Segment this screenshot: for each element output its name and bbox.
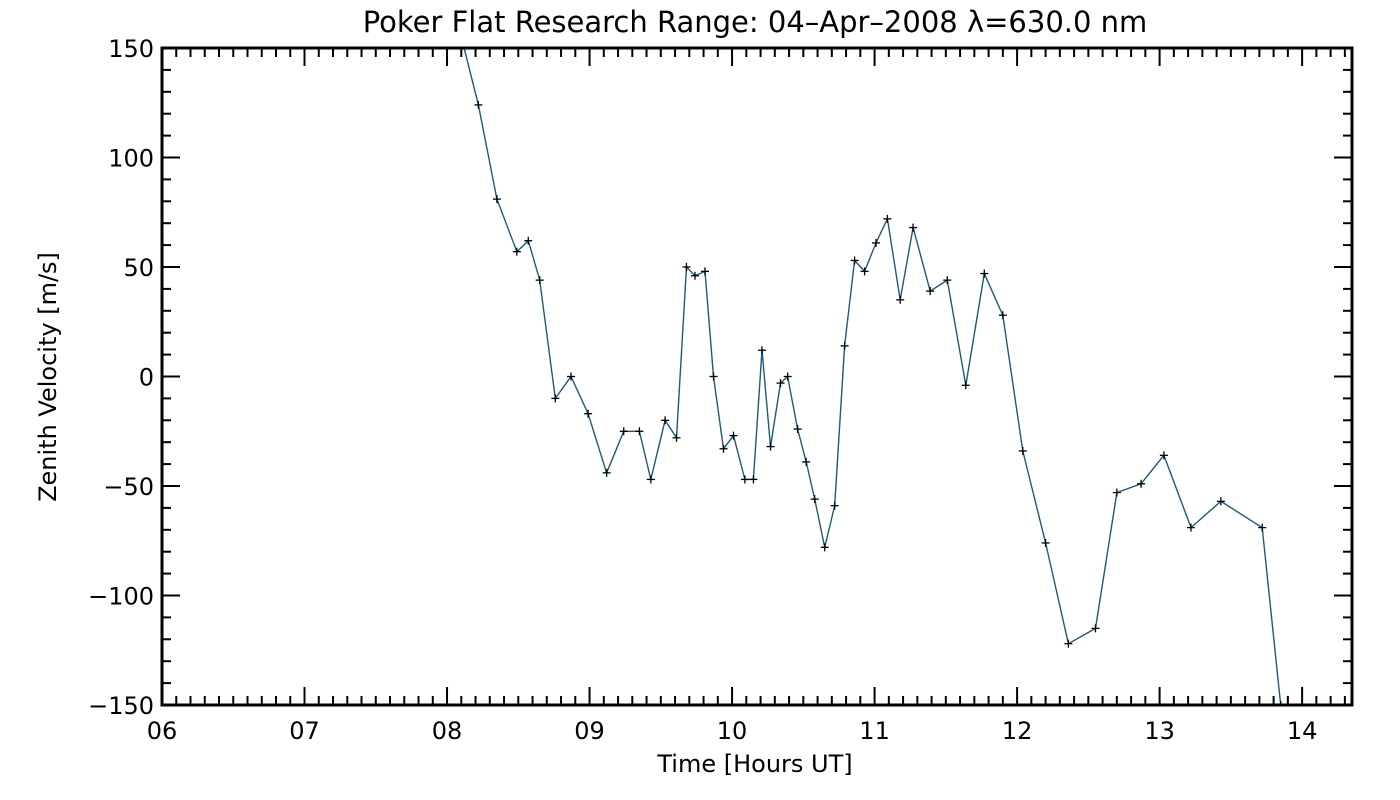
data-point xyxy=(793,425,802,434)
data-point xyxy=(1186,523,1195,532)
data-point xyxy=(749,475,758,484)
data-point xyxy=(661,416,670,425)
data-point xyxy=(709,372,718,381)
data-point xyxy=(512,247,521,256)
data-point xyxy=(980,269,989,278)
data-point xyxy=(1112,488,1121,497)
data-point xyxy=(961,381,970,390)
data-point xyxy=(619,427,628,436)
x-tick-label: 13 xyxy=(1144,717,1175,745)
x-axis-label: Time [Hours UT] xyxy=(656,750,852,778)
data-point xyxy=(766,442,775,451)
data-point xyxy=(584,409,593,418)
data-point xyxy=(492,195,501,204)
data-point xyxy=(1091,624,1100,633)
data-point xyxy=(802,457,811,466)
data-point xyxy=(810,495,819,504)
y-tick-labels: −150 −100 −50 0 50 100 150 xyxy=(88,35,154,720)
plot-area xyxy=(463,48,1285,705)
data-point xyxy=(909,223,918,232)
y-tick-label: −100 xyxy=(88,583,154,611)
data-point xyxy=(820,543,829,552)
x-tick-label: 14 xyxy=(1287,717,1318,745)
data-point xyxy=(830,501,839,510)
x-tick-label: 06 xyxy=(147,717,178,745)
data-point xyxy=(1137,479,1146,488)
x-tick-label: 09 xyxy=(574,717,605,745)
x-tick-label: 10 xyxy=(717,717,748,745)
data-point xyxy=(682,263,691,271)
series-line xyxy=(463,48,1282,705)
data-point xyxy=(1064,639,1073,648)
data-point xyxy=(850,256,859,265)
data-point xyxy=(943,276,952,285)
y-tick-label: 0 xyxy=(139,364,154,392)
data-point xyxy=(872,238,880,247)
y-tick-label: −50 xyxy=(103,473,154,501)
data-point xyxy=(776,379,785,388)
data-point xyxy=(840,341,849,350)
data-point xyxy=(783,372,792,381)
data-point xyxy=(551,394,560,403)
data-point xyxy=(1258,523,1267,532)
y-tick-label: 150 xyxy=(108,35,154,63)
data-point xyxy=(646,475,655,484)
data-point xyxy=(535,276,544,285)
x-tick-label: 12 xyxy=(1002,717,1033,745)
x-tick-label: 11 xyxy=(859,717,890,745)
data-point xyxy=(860,267,869,276)
data-point xyxy=(691,271,700,280)
data-point xyxy=(672,433,681,442)
data-point xyxy=(926,287,935,296)
data-point xyxy=(567,372,576,381)
data-point xyxy=(740,475,749,484)
chart-title: Poker Flat Research Range: 04–Apr–2008 λ… xyxy=(363,5,1148,39)
data-point xyxy=(524,236,533,245)
y-axis-label: Zenith Velocity [m/s] xyxy=(34,252,62,502)
data-layer xyxy=(463,48,1285,705)
x-tick-labels: 06 07 08 09 10 11 12 13 14 xyxy=(147,717,1318,745)
y-tick-label: 100 xyxy=(108,145,154,173)
data-point xyxy=(635,427,644,436)
data-point xyxy=(998,311,1007,320)
data-point xyxy=(474,100,483,109)
data-point xyxy=(719,444,728,453)
data-point xyxy=(757,346,766,355)
y-tick-label: −150 xyxy=(88,692,154,720)
data-point xyxy=(1159,451,1168,460)
data-point xyxy=(1041,538,1050,547)
data-point xyxy=(729,431,738,440)
data-point xyxy=(883,214,892,223)
data-point xyxy=(1216,497,1225,506)
plot-frame xyxy=(160,46,1354,707)
x-tick-label: 08 xyxy=(432,717,463,745)
data-point xyxy=(1018,446,1027,455)
data-point xyxy=(1276,701,1285,705)
data-point xyxy=(602,468,611,477)
axis-ticks xyxy=(161,47,1352,706)
data-point xyxy=(896,295,905,304)
x-tick-label: 07 xyxy=(289,717,320,745)
data-point xyxy=(700,267,709,276)
y-tick-label: 50 xyxy=(123,254,154,282)
